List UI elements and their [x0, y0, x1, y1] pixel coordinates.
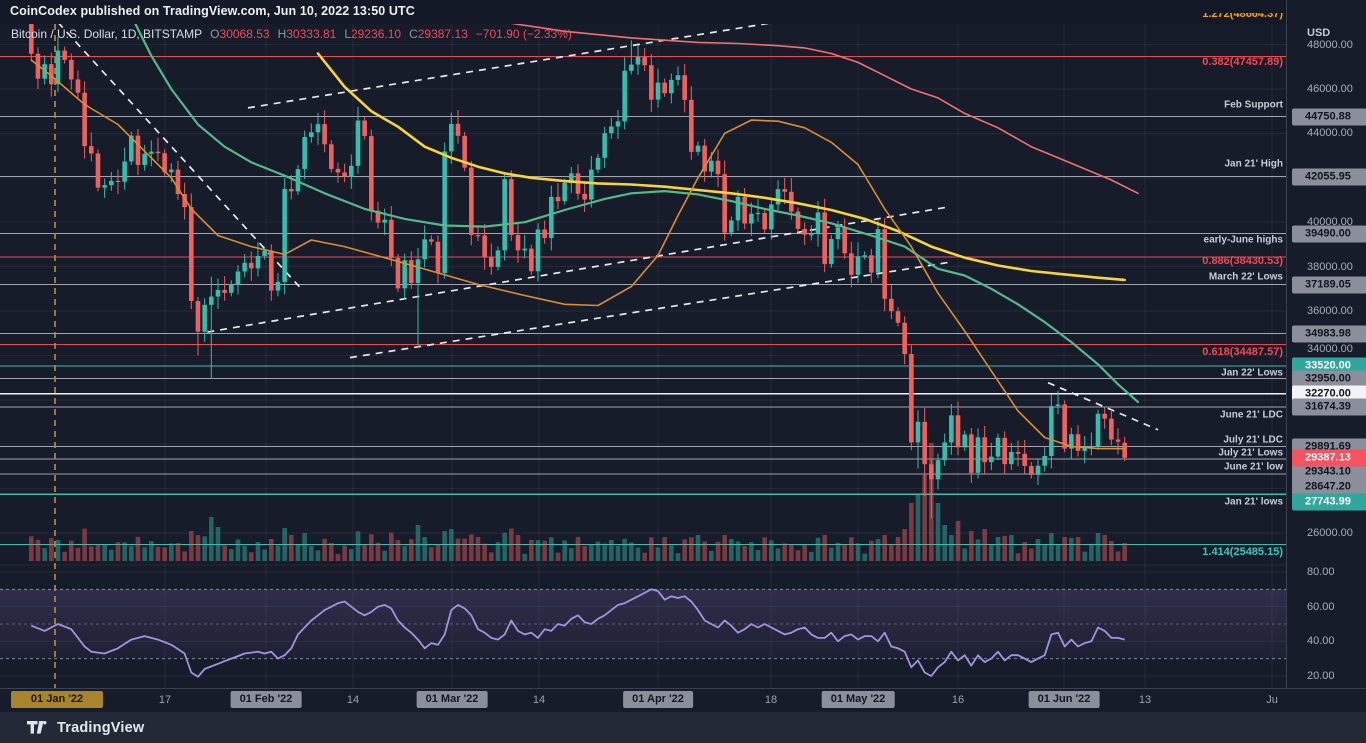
rsi-tick: 20.00: [1307, 670, 1335, 682]
level-label: Feb Support: [1224, 99, 1283, 111]
level-label: July 21' Lows: [1218, 447, 1283, 459]
volume-series: [29, 443, 1127, 561]
rsi-tick: 80.00: [1307, 566, 1335, 578]
time-tick: 14: [532, 694, 546, 706]
price-tick: 34000.00: [1307, 343, 1353, 355]
price-level-badge: 34983.98: [1292, 325, 1366, 343]
price-level-badge: 32950.00: [1292, 370, 1366, 388]
time-axis[interactable]: 01 Jan '22 17 01 Feb '22 14 01 Mar '22 14 01 A…: [0, 688, 1366, 711]
level-label: June 21' low: [1223, 461, 1283, 473]
level-label: March 22' Lows: [1208, 271, 1283, 283]
rsi-tick: 40.00: [1307, 635, 1335, 648]
trendline-layer: [54, 24, 1159, 688]
price-level-badge: 42055.95: [1292, 168, 1366, 186]
price-level-badge: 44750.88: [1292, 108, 1366, 126]
chart-layers: [0, 24, 1286, 688]
price-tick: 44000.00: [1307, 127, 1353, 140]
time-badge: 01 Mar '22: [416, 691, 488, 708]
ma-long-red: [510, 24, 1139, 195]
candlestick-series: [29, 24, 1127, 519]
time-tick: 13: [1138, 694, 1152, 706]
ma-mid-yellow: [316, 52, 1126, 282]
time-badge: 01 Apr '22: [623, 691, 693, 708]
current-price-badge: 29387.13: [1292, 449, 1366, 467]
level-label: Jan 22' Lows: [1221, 367, 1283, 379]
time-badge: 01 May '22: [821, 691, 895, 708]
brand-name[interactable]: TradingView: [57, 719, 145, 736]
level-label: 0.382(47457.89): [1202, 56, 1283, 68]
level-label: early-June highs: [1203, 234, 1283, 246]
ma-fast-orange: [30, 59, 1126, 450]
price-axis[interactable]: USD 48000.00 46000.00 44000.00 40000.00 3800…: [1286, 0, 1366, 688]
tradingview-logo-icon[interactable]: [27, 720, 48, 735]
price-tick: 38000.00: [1307, 260, 1353, 273]
price-level-badge: 39490.00: [1292, 225, 1366, 242]
time-badge: 01 Feb '22: [230, 691, 302, 708]
price-level-badge: 32270.00: [1292, 385, 1366, 403]
level-label: 0.618(34487.57): [1202, 346, 1283, 358]
price-level-badge: 27743.99: [1292, 493, 1366, 511]
chart-svg[interactable]: [0, 0, 1286, 688]
time-tick: 14: [346, 694, 360, 706]
footer-bar: TradingView: [0, 712, 1366, 743]
fib-label-clipped: 1.272(48664.37): [1202, 13, 1283, 20]
rsi-tick: 60.00: [1307, 600, 1335, 613]
level-label: June 21' LDC: [1220, 409, 1283, 421]
currency-label: USD: [1307, 27, 1331, 39]
level-label: 0.886(38430.53): [1202, 255, 1283, 267]
time-badge: 01 Jun '22: [1028, 691, 1100, 708]
ma-slow-green: [134, 24, 1140, 404]
price-tick: 48000.00: [1307, 38, 1353, 51]
rsi-band: [0, 588, 1286, 660]
grid-layer: [0, 24, 1286, 688]
rsi-line: [30, 588, 1125, 678]
time-tick: 18: [764, 694, 778, 706]
price-level-badge: 28647.20: [1292, 478, 1366, 496]
price-level-badge: 29343.10: [1292, 463, 1366, 481]
time-tick: 16: [951, 694, 965, 706]
price-level-badge: 37189.05: [1292, 276, 1366, 294]
price-tick: 36000.00: [1307, 305, 1353, 317]
price-tick: 46000.00: [1307, 83, 1353, 95]
level-label: Jan 21' High: [1224, 158, 1283, 170]
time-gold-badge: 01 Jan '22: [11, 691, 103, 708]
level-label: 1.414(25485.15): [1202, 546, 1283, 558]
time-tick: 17: [158, 694, 172, 706]
price-level-badge: 31674.39: [1292, 398, 1366, 416]
publisher-text: CoinCodex published on TradingView.com, …: [10, 4, 415, 18]
level-label: Jan 21' lows: [1224, 496, 1283, 508]
level-label: July 21' LDC: [1223, 434, 1283, 446]
publisher-bar: CoinCodex published on TradingView.com, …: [0, 0, 1366, 24]
time-tick: Ju: [1266, 694, 1278, 706]
price-tick: 26000.00: [1307, 527, 1353, 539]
